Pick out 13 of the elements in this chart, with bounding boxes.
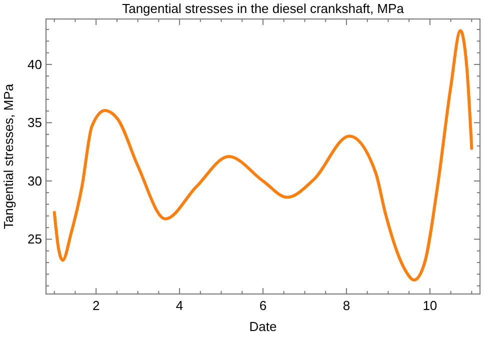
y-axis-title: Tangential stresses, MPa: [1, 83, 16, 230]
line-series: [52, 29, 474, 282]
x-tick-label: 2: [92, 298, 100, 313]
y-tick-label: 25: [28, 232, 42, 247]
x-tick-label: 8: [342, 298, 350, 313]
x-tick-label: 4: [176, 298, 184, 313]
x-tick-label: 10: [422, 298, 438, 313]
x-tick-label: 6: [259, 298, 267, 313]
y-tick-label: 40: [28, 56, 42, 72]
x-axis-title: Date: [249, 319, 277, 334]
y-tick-label: 30: [28, 173, 42, 188]
chart-title: Tangential stresses in the diesel crankshaft, MPa: [122, 1, 405, 16]
y-tick-label: 35: [28, 115, 42, 130]
